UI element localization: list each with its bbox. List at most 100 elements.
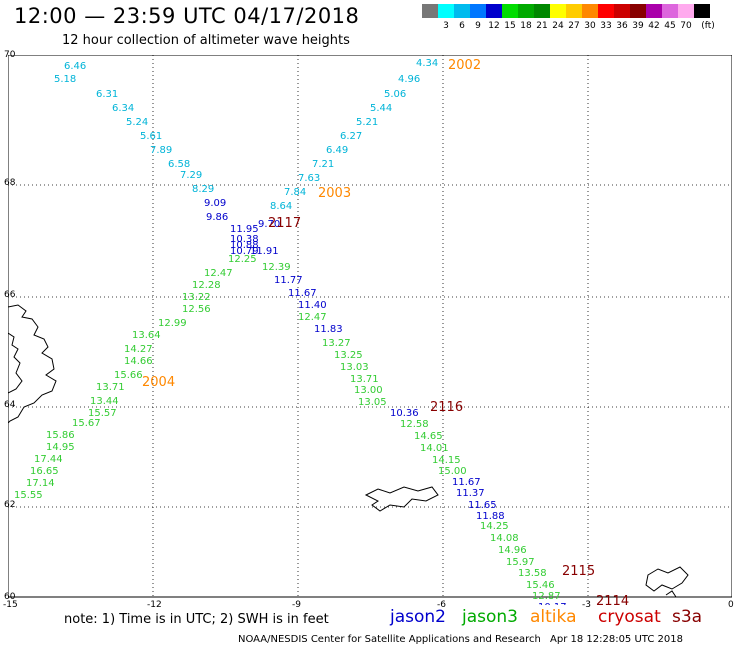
legend-swatch xyxy=(566,4,582,18)
wave-height-label: 11.40 xyxy=(298,300,327,311)
wave-height-label: 15.67 xyxy=(72,418,101,429)
wave-height-label: 11.67 xyxy=(452,477,481,488)
x-tick-label: -15 xyxy=(3,600,18,610)
wave-height-label: 15.57 xyxy=(88,408,117,419)
legend-tick-label: 3 xyxy=(443,21,449,31)
wave-height-label: 17.14 xyxy=(26,478,55,489)
wave-height-label: 10.36 xyxy=(390,408,419,419)
wave-height-label: 15.46 xyxy=(526,580,555,591)
wave-height-label: 6.46 xyxy=(64,61,86,72)
wave-height-label: 14.27 xyxy=(124,344,153,355)
wave-height-label: 12.25 xyxy=(228,254,257,265)
map-title: 12:00 — 23:59 UTC 04/17/2018 xyxy=(14,4,360,28)
wave-height-label: 6.58 xyxy=(168,159,190,170)
wave-height-label: 13.27 xyxy=(322,338,351,349)
legend-altika: altika xyxy=(530,607,577,627)
wave-height-label: 10.17 xyxy=(538,602,567,605)
footer-note: note: 1) Time is in UTC; 2) SWH is in fe… xyxy=(64,612,329,627)
legend-swatch xyxy=(454,4,470,18)
wave-height-label: 14.01 xyxy=(420,443,449,454)
legend-jason3: jason3 xyxy=(462,607,518,627)
wave-height-label: 9.86 xyxy=(206,212,228,223)
legend-tick-label: 30 xyxy=(584,21,596,31)
wave-height-label: 12.87 xyxy=(532,591,561,602)
legend-swatch xyxy=(502,4,518,18)
wave-height-label: 11.77 xyxy=(274,275,303,286)
wave-height-label: 12.28 xyxy=(192,280,221,291)
wave-height-label: 10.79 xyxy=(230,246,259,257)
wave-height-label: 12.58 xyxy=(400,419,429,430)
legend-swatch xyxy=(694,4,710,18)
x-tick-label: -12 xyxy=(147,600,162,610)
timestamp-text: Apr 18 12:28:05 UTC 2018 xyxy=(550,634,683,645)
wave-height-label: 13.44 xyxy=(90,396,119,407)
wave-height-label: 7.21 xyxy=(312,159,334,170)
wave-height-label: 13.22 xyxy=(182,292,211,303)
wave-height-label: 11.88 xyxy=(476,511,505,522)
wave-height-label: 11.65 xyxy=(468,500,497,511)
legend-swatch xyxy=(550,4,566,18)
credit-text: NOAA/NESDIS Center for Satellite Applica… xyxy=(238,634,541,645)
wave-height-label: 5.61 xyxy=(140,131,162,142)
wave-height-label: 14.66 xyxy=(124,356,153,367)
wave-height-label: 11.67 xyxy=(288,288,317,299)
faroe-islands xyxy=(645,566,689,598)
wave-height-label: 13.64 xyxy=(132,330,161,341)
wave-height-label: 15.66 xyxy=(114,370,143,381)
legend-swatch xyxy=(678,4,694,18)
wave-height-label: 14.95 xyxy=(46,442,75,453)
legend-tick-label: 12 xyxy=(488,21,500,31)
legend-tick-label: 27 xyxy=(568,21,580,31)
legend-tick-label: 39 xyxy=(632,21,644,31)
legend-swatch xyxy=(630,4,646,18)
x-tick-label: -3 xyxy=(582,600,591,610)
wave-height-label: 14.96 xyxy=(498,545,527,556)
wave-height-label: 7.29 xyxy=(180,170,202,181)
legend-unit: (ft) xyxy=(701,21,715,31)
wave-height-label: 12.99 xyxy=(158,318,187,329)
legend-swatch xyxy=(534,4,550,18)
greenland-coast xyxy=(8,304,57,424)
y-tick-label: 64 xyxy=(4,400,16,410)
legend-tick-label: 33 xyxy=(600,21,612,31)
wave-height-label: 5.44 xyxy=(370,103,392,114)
wave-height-label: 5.18 xyxy=(54,74,76,85)
wave-height-label: 11.37 xyxy=(456,488,485,499)
wave-height-label: 12.56 xyxy=(182,304,211,315)
wave-height-label: 14.65 xyxy=(414,431,443,442)
wave-height-label: 5.06 xyxy=(384,89,406,100)
wave-height-label: 6.31 xyxy=(96,89,118,100)
legend-s3a: s3a xyxy=(672,607,703,627)
iceland-coast xyxy=(364,486,439,512)
wave-height-label: 16.65 xyxy=(30,466,59,477)
y-tick-label: 70 xyxy=(4,50,16,60)
legend-swatch xyxy=(614,4,630,18)
pass-number-label: 2116 xyxy=(430,400,463,415)
wave-height-label: 12.39 xyxy=(262,262,291,273)
legend-swatch xyxy=(470,4,486,18)
x-tick-label: -6 xyxy=(437,600,446,610)
wave-height-label: 7.63 xyxy=(298,173,320,184)
legend-swatch xyxy=(598,4,614,18)
wave-height-label: 11.83 xyxy=(314,324,343,335)
wave-height-label: 15.86 xyxy=(46,430,75,441)
wave-height-label: 4.96 xyxy=(398,74,420,85)
y-tick-label: 62 xyxy=(4,500,16,510)
wave-height-tracks: 6.46 5.18 6.31 6.34 5.24 5.61 7.89 6.587.29 8.29… xyxy=(14,58,567,605)
legend-tick-label: 21 xyxy=(536,21,548,31)
legend-swatch xyxy=(486,4,502,18)
pass-number-label: 2002 xyxy=(448,58,481,73)
legend-swatch xyxy=(646,4,662,18)
wave-height-label: 11.91 xyxy=(250,246,279,257)
legend-swatch xyxy=(518,4,534,18)
wave-height-label: 17.44 xyxy=(34,454,63,465)
pass-number-label: 2117 xyxy=(268,216,301,231)
wave-height-label: 4.34 xyxy=(416,58,438,69)
legend-swatch xyxy=(582,4,598,18)
legend-tick-label: 15 xyxy=(504,21,516,31)
legend-jason2: jason2 xyxy=(390,607,446,627)
wave-height-label: 13.05 xyxy=(358,397,387,408)
wave-height-label: 8.64 xyxy=(270,201,292,212)
legend-swatch xyxy=(422,4,438,18)
wave-height-label: 11.95 xyxy=(230,224,259,235)
